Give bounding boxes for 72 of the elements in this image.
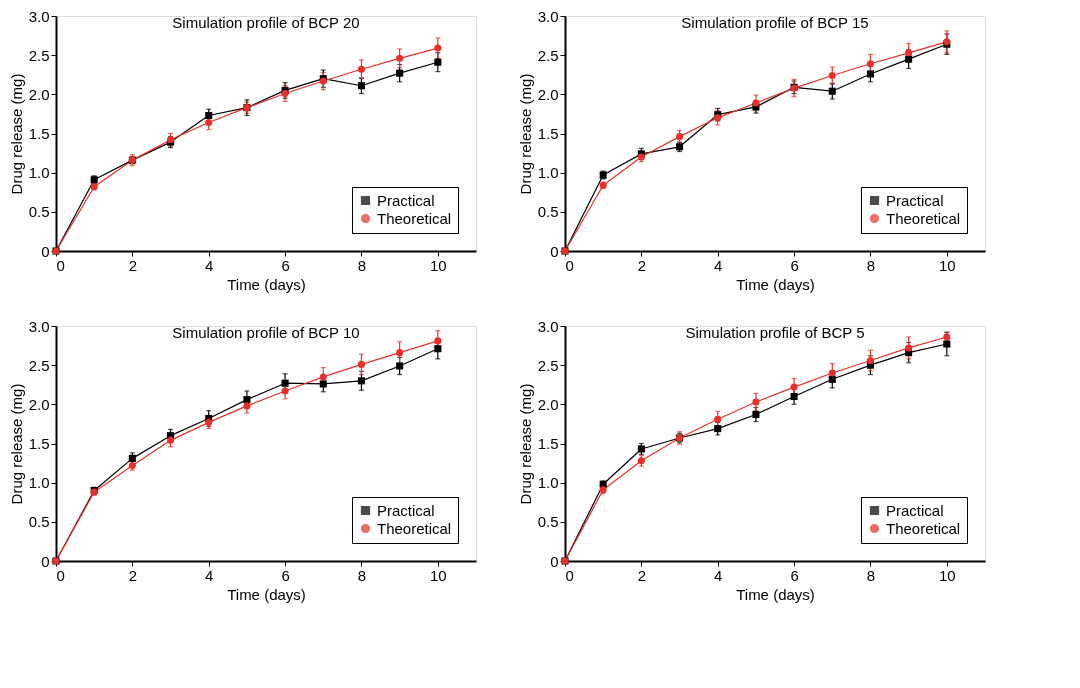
chart-title: Simulation profile of BCP 5 <box>685 324 865 341</box>
y-tick-label: 3.0 <box>28 7 50 25</box>
legend-label: Practical <box>377 191 435 209</box>
x-tick-label: 10 <box>938 566 956 584</box>
legend-label: Theoretical <box>886 519 961 537</box>
chart-title: Simulation profile of BCP 10 <box>172 324 360 341</box>
x-tick-label: 8 <box>866 566 876 584</box>
y-tick-label: 0 <box>550 552 559 570</box>
y-tick-label: 2.5 <box>537 46 559 64</box>
legend-label: Theoretical <box>377 519 452 537</box>
y-tick-label: 2.0 <box>28 85 50 103</box>
y-tick-label: 0 <box>41 552 50 570</box>
y-tick-label: 2.0 <box>537 395 559 413</box>
x-tick-label: 8 <box>357 256 367 274</box>
y-tick-label: 1.0 <box>28 474 50 492</box>
y-tick-label: 2.0 <box>28 395 50 413</box>
x-tick-label: 0 <box>565 566 574 584</box>
x-tick-label: 4 <box>205 256 214 274</box>
x-tick-label: 2 <box>128 256 138 274</box>
legend-label: Practical <box>886 191 944 209</box>
x-axis-title: Time (days) <box>227 275 306 293</box>
y-tick-label: 2.5 <box>537 356 559 374</box>
y-tick-label: 0.5 <box>537 203 559 221</box>
legend-label: Practical <box>377 501 435 519</box>
x-tick-label: 6 <box>281 256 290 274</box>
x-tick-label: 10 <box>938 256 956 274</box>
y-axis-title: Drug release (mg) <box>516 73 534 195</box>
y-tick-label: 1.0 <box>28 164 50 182</box>
y-tick-label: 2.5 <box>28 356 50 374</box>
x-tick-label: 6 <box>790 566 799 584</box>
y-tick-label: 1.0 <box>537 164 559 182</box>
y-tick-label: 1.5 <box>28 125 50 142</box>
legend-label: Theoretical <box>886 209 961 227</box>
y-tick-label: 2.5 <box>28 46 50 64</box>
x-tick-label: 4 <box>205 566 214 584</box>
y-tick-label: 0.5 <box>537 513 559 531</box>
y-axis-title: Drug release (mg) <box>516 383 534 505</box>
x-tick-label: 4 <box>714 256 723 274</box>
y-axis-title: Drug release (mg) <box>7 73 25 195</box>
x-tick-label: 0 <box>56 256 65 274</box>
chart-title: Simulation profile of BCP 20 <box>172 14 360 31</box>
x-tick-label: 0 <box>56 566 65 584</box>
legend-label: Practical <box>886 501 944 519</box>
x-tick-label: 8 <box>357 566 367 584</box>
y-tick-label: 0.5 <box>28 203 50 221</box>
legend-label: Theoretical <box>377 209 452 227</box>
y-tick-label: 0 <box>41 242 50 260</box>
y-tick-label: 1.5 <box>28 435 50 452</box>
chart-title: Simulation profile of BCP 15 <box>681 14 869 31</box>
x-axis-title: Time (days) <box>736 275 815 293</box>
y-tick-label: 2.0 <box>537 85 559 103</box>
y-tick-label: 1.5 <box>537 435 559 452</box>
x-tick-label: 2 <box>637 566 647 584</box>
x-axis-title: Time (days) <box>736 585 815 603</box>
y-tick-label: 1.5 <box>537 125 559 142</box>
y-tick-label: 3.0 <box>28 317 50 335</box>
y-tick-label: 1.0 <box>537 474 559 492</box>
x-tick-label: 0 <box>565 256 574 274</box>
x-tick-label: 8 <box>866 256 876 274</box>
x-axis-title: Time (days) <box>227 585 306 603</box>
x-tick-label: 6 <box>281 566 290 584</box>
y-tick-label: 0.5 <box>28 513 50 531</box>
y-tick-label: 3.0 <box>537 317 559 335</box>
x-tick-label: 4 <box>714 566 723 584</box>
x-tick-label: 2 <box>637 256 647 274</box>
x-tick-label: 2 <box>128 566 138 584</box>
x-tick-label: 10 <box>429 566 447 584</box>
x-tick-label: 10 <box>429 256 447 274</box>
y-axis-title: Drug release (mg) <box>7 383 25 505</box>
y-tick-label: 0 <box>550 242 559 260</box>
x-tick-label: 6 <box>790 256 799 274</box>
y-tick-label: 3.0 <box>537 7 559 25</box>
